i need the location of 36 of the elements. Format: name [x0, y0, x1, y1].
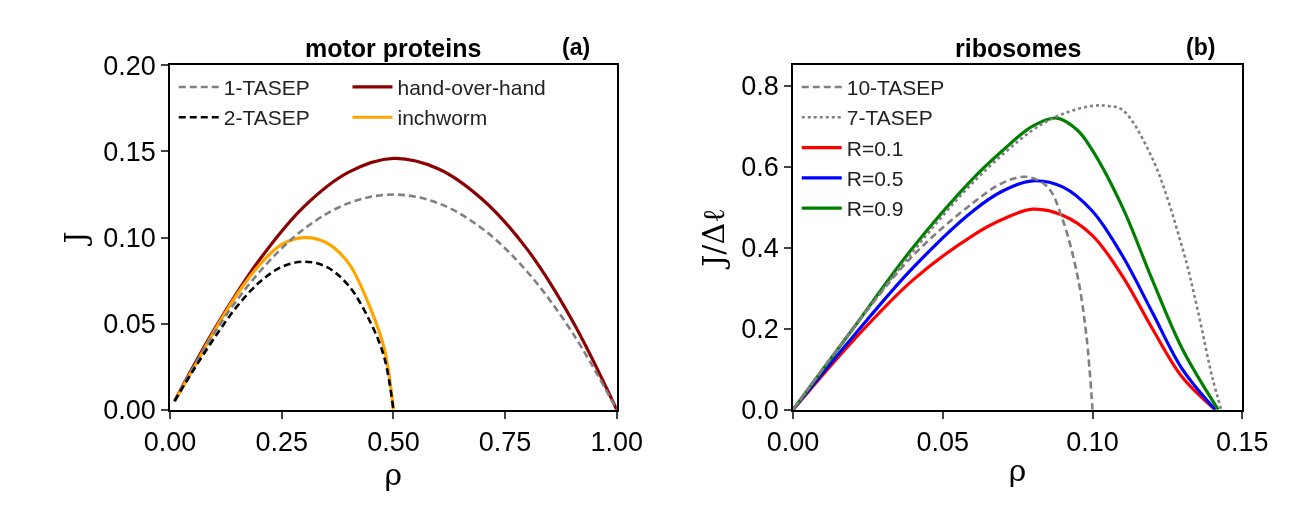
legend-label: inchworm	[397, 106, 488, 130]
x-tick-label: 0.15	[1215, 426, 1269, 457]
text: (b)	[1186, 34, 1216, 60]
chart-title: motor proteins	[305, 34, 482, 62]
x-tick-label: 0.00	[766, 426, 820, 457]
legend-label: hand-over-hand	[397, 76, 546, 100]
x-tick-label: 0.05	[916, 426, 970, 457]
x-tick-label: 0.10	[1066, 426, 1119, 457]
legend-label: R=0.1	[846, 136, 904, 160]
legend-label: 10-TASEP	[846, 76, 945, 100]
y-tick-label: 0.20	[103, 50, 156, 81]
x-tick-label: 1.00	[590, 426, 644, 457]
y-axis-title: J/Δℓ	[695, 208, 731, 270]
x-tick-label: 0.25	[255, 426, 308, 457]
chart-title: ribosomes	[955, 34, 1082, 62]
y-tick-label: 0.10	[103, 223, 156, 254]
y-axis-title: J	[57, 231, 93, 247]
y-tick-label: 0.2	[741, 314, 779, 345]
text: (a)	[562, 34, 591, 60]
y-tick-label: 0.00	[103, 395, 156, 426]
y-tick-label: 0.6	[741, 152, 779, 183]
x-tick-label: 0.50	[367, 426, 420, 457]
y-tick-label: 0.0	[741, 395, 779, 426]
x-axis-title: ρ	[384, 456, 403, 492]
x-tick-label: 0.75	[478, 426, 532, 457]
y-tick-label: 0.8	[741, 71, 779, 102]
legend-label: 2-TASEP	[223, 106, 310, 130]
legend-label: 7-TASEP	[846, 106, 933, 130]
x-axis-title: ρ	[1008, 452, 1027, 488]
legend-label: 1-TASEP	[223, 76, 310, 100]
legend-label: R=0.5	[846, 167, 904, 191]
y-tick-label: 0.05	[103, 309, 156, 340]
y-tick-label: 0.4	[741, 233, 779, 264]
y-tick-label: 0.15	[103, 136, 156, 167]
x-tick-label: 0.00	[143, 426, 197, 457]
legend-label: R=0.9	[846, 197, 904, 221]
